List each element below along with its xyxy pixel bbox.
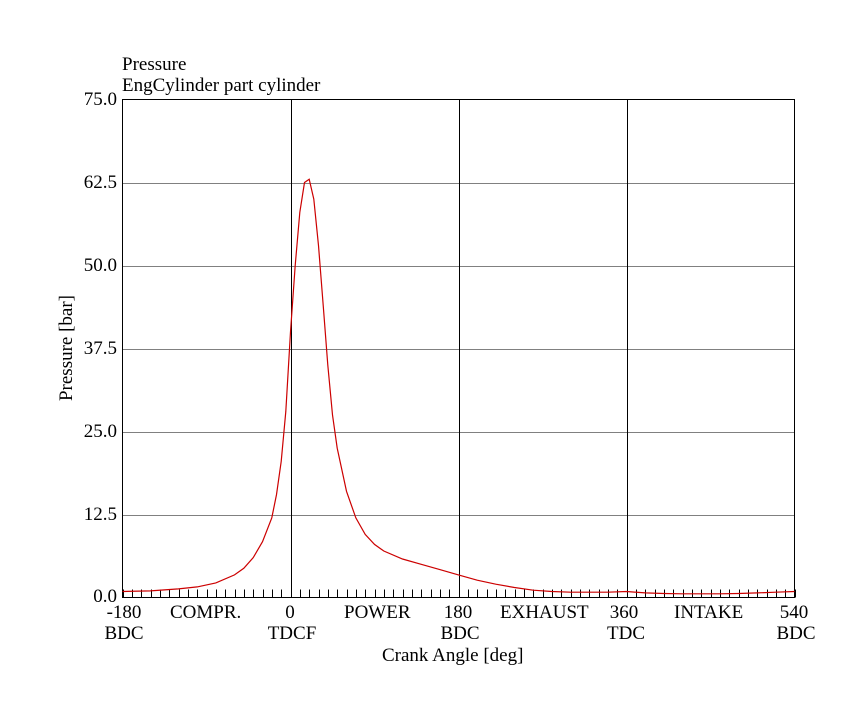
x-axis-label: Crank Angle [deg] [382, 645, 524, 666]
y-tick-75: 75.0 [83, 89, 117, 110]
x-tick-0: 0 [285, 602, 295, 623]
x-tick-minus180: -180 [106, 602, 142, 623]
y-tick-25: 25.0 [83, 421, 117, 442]
x-tick-minus180-sub: BDC [104, 623, 144, 644]
y-tick-62-5: 62.5 [83, 172, 117, 193]
phase-label-compression: COMPR. [170, 602, 242, 623]
x-tick-540-sub: BDC [776, 623, 816, 644]
gridlines [122, 99, 795, 598]
y-tick-37-5: 37.5 [83, 338, 117, 359]
x-tick-360: 360 [609, 602, 639, 623]
phase-label-intake: INTAKE [674, 602, 744, 623]
x-tick-180-sub: BDC [440, 623, 480, 644]
y-tick-12-5: 12.5 [83, 504, 117, 525]
phase-label-power: POWER [344, 602, 411, 623]
x-tick-360-sub: TDC [607, 623, 645, 644]
x-tick-0-sub: TDCF [267, 623, 317, 644]
chart-subtitle: EngCylinder part cylinder [122, 75, 321, 96]
chart-title: Pressure [122, 54, 187, 75]
y-tick-0: 0.0 [93, 586, 117, 607]
y-tick-50: 50.0 [83, 255, 117, 276]
phase-label-exhaust: EXHAUST [500, 602, 589, 623]
x-tick-180: 180 [443, 602, 473, 623]
plot-frame [122, 99, 795, 598]
pressure-curve [122, 178, 795, 595]
x-tick-540: 540 [779, 602, 809, 623]
